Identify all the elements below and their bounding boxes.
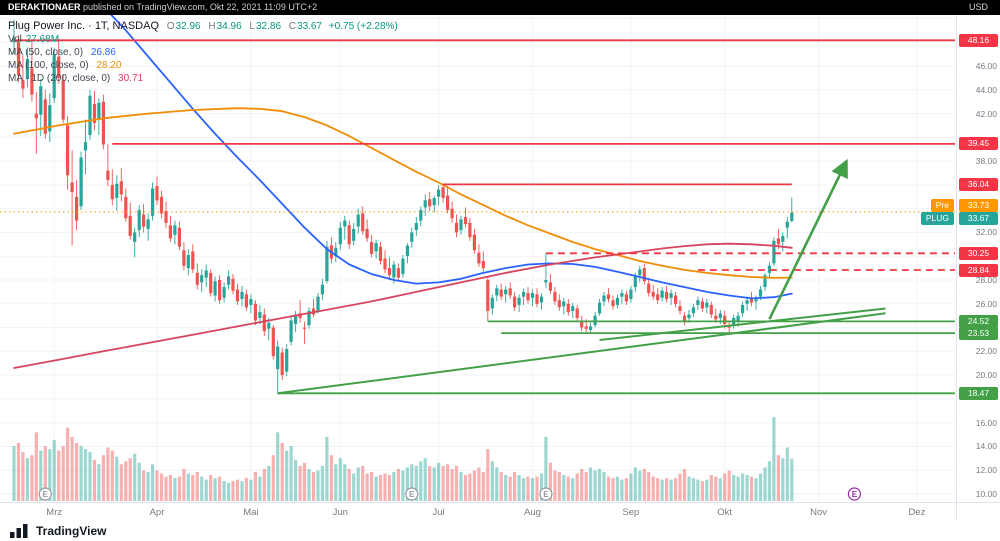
ma100-line[interactable] (13, 107, 793, 279)
earnings-badge[interactable]: E (847, 487, 862, 501)
chart-legend: Plug Power Inc. · 1T, NASDAQ O32.96 H34.… (8, 20, 398, 85)
svg-text:E: E (43, 490, 49, 499)
price-level-label[interactable]: 28.84 (959, 263, 998, 277)
close-value: 33.67 (297, 21, 323, 32)
volume-label: Vol (8, 34, 22, 45)
earnings-badge[interactable]: E (539, 487, 553, 501)
price-axis[interactable]: 46.00 44.00 42.00 38.00 32.00 28.00 26.00 22.00… (956, 15, 1000, 520)
time-axis-label: Dez (908, 507, 925, 518)
high-value: 34.96 (216, 21, 242, 32)
premarket-tag: Pre (930, 198, 954, 212)
ma200-value: 30.71 (118, 73, 144, 84)
open-value: 32.96 (175, 21, 201, 32)
price-chart-canvas[interactable]: Mrz Apr Mai Jun Jul Aug Sep Okt Nov Dez E E E E (0, 15, 955, 520)
trendline-2[interactable] (599, 307, 886, 341)
symbol-title[interactable]: Plug Power Inc. · 1T, NASDAQ (8, 20, 159, 32)
currency-axis-label: USD (968, 2, 988, 12)
volume-value: 27.68M (25, 34, 60, 45)
ma50-value: 26.86 (90, 47, 116, 58)
time-axis-label: Apr (150, 507, 165, 518)
earnings-badge[interactable]: E (405, 487, 419, 501)
change-value: +0.75 (+2.28%) (328, 21, 398, 32)
publisher-name: DERAKTIONAER (8, 2, 81, 12)
price-level-label[interactable]: 24.52 (959, 314, 998, 328)
price-level-label[interactable]: 39.45 (959, 137, 998, 151)
time-axis-separator (0, 502, 1000, 503)
price-level-label[interactable]: 18.47 (959, 386, 998, 400)
tradingview-footer[interactable]: TradingView (0, 520, 1000, 541)
price-tick-label: 42.00 (975, 108, 997, 119)
low-value: 32.86 (255, 21, 282, 32)
price-tick-label: 26.00 (975, 298, 997, 309)
open-label: O (166, 21, 175, 32)
time-axis-label: Sep (622, 507, 639, 518)
chart-area: Mrz Apr Mai Jun Jul Aug Sep Okt Nov Dez E E E E Plug … (0, 15, 1000, 520)
earnings-badge[interactable]: E (38, 487, 52, 501)
published-header-bar: DERAKTIONAER published on TradingView.co… (0, 0, 1000, 15)
volume-bars (12, 417, 794, 501)
projection-arrow[interactable] (768, 158, 848, 320)
last-price-label: 33.67 (959, 212, 998, 226)
price-tick-label: 12.00 (975, 465, 997, 476)
close-label: C (288, 21, 297, 32)
price-level-label[interactable]: 23.53 (959, 326, 998, 340)
price-level-label[interactable]: 36.04 (959, 177, 998, 191)
premarket-price-label: 33.73 (959, 198, 998, 212)
chart-plot-pane[interactable]: Mrz Apr Mai Jun Jul Aug Sep Okt Nov Dez E E E E Plug … (0, 15, 955, 520)
price-level-label[interactable]: 48.16 (959, 33, 998, 47)
ma50-line[interactable] (14, 15, 793, 300)
price-tick-label: 28.00 (975, 275, 997, 285)
symbol-price-tag: PLUG (920, 212, 954, 226)
ma100-value: 28.20 (96, 60, 122, 71)
ma200-legend[interactable]: MA · 1D (200, close, 0) 30.71 (8, 73, 144, 84)
price-level-label[interactable]: 30.25 (959, 246, 998, 260)
price-tick-label: 38.00 (975, 156, 997, 167)
time-axis-label: Okt (717, 507, 732, 518)
price-tick-label: 22.00 (975, 346, 997, 357)
time-axis-label: Mrz (46, 507, 62, 518)
price-tick-label: 44.00 (975, 84, 997, 95)
time-axis-label: Nov (810, 507, 827, 518)
trendline-1[interactable] (277, 312, 886, 395)
time-axis-label: Jun (333, 507, 348, 518)
svg-text:E: E (409, 490, 415, 499)
svg-text:E: E (543, 490, 549, 499)
high-label: H (208, 21, 216, 32)
time-axis-label: Jul (433, 507, 445, 518)
price-tick-label: 16.00 (975, 417, 997, 428)
ma200-line[interactable] (13, 242, 793, 369)
svg-text:E: E (852, 490, 858, 499)
ma50-legend[interactable]: MA (50, close, 0) 26.86 (8, 47, 116, 58)
price-tick-label: 10.00 (975, 489, 997, 499)
published-text: published on TradingView.com, Okt 22, 20… (80, 2, 318, 12)
price-tick-label: 14.00 (975, 441, 997, 452)
tradingview-logo-icon (10, 523, 28, 538)
time-axis-label: Mai (243, 507, 258, 518)
volume-legend[interactable]: Vol 27.68M (8, 33, 398, 46)
time-axis-label: Aug (524, 507, 541, 518)
price-tick-label: 20.00 (975, 370, 997, 381)
price-tick-label: 46.00 (975, 61, 997, 71)
ma100-legend[interactable]: MA (100, close, 0) 28.20 (8, 60, 122, 71)
tradingview-brand-text: TradingView (36, 523, 107, 538)
candlestick-series (12, 19, 794, 394)
price-tick-label: 32.00 (975, 227, 997, 238)
low-label: L (249, 21, 255, 32)
